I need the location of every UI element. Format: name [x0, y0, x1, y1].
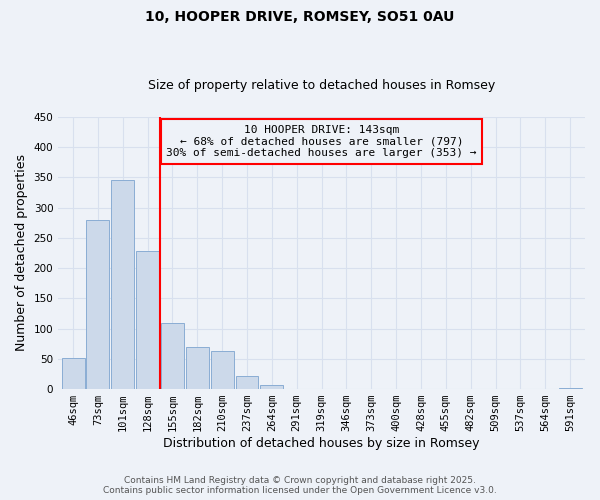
Bar [112, 180, 134, 389]
Title: Size of property relative to detached houses in Romsey: Size of property relative to detached ho… [148, 79, 495, 92]
Bar [136, 251, 159, 389]
Bar [211, 351, 233, 389]
Bar [559, 388, 581, 389]
Text: 10 HOOPER DRIVE: 143sqm
← 68% of detached houses are smaller (797)
30% of semi-d: 10 HOOPER DRIVE: 143sqm ← 68% of detache… [166, 125, 477, 158]
Bar [260, 386, 283, 389]
Text: 10, HOOPER DRIVE, ROMSEY, SO51 0AU: 10, HOOPER DRIVE, ROMSEY, SO51 0AU [145, 10, 455, 24]
Bar [161, 322, 184, 389]
Text: Contains HM Land Registry data © Crown copyright and database right 2025.
Contai: Contains HM Land Registry data © Crown c… [103, 476, 497, 495]
Y-axis label: Number of detached properties: Number of detached properties [15, 154, 28, 352]
Bar [86, 220, 109, 389]
Bar [186, 346, 209, 389]
X-axis label: Distribution of detached houses by size in Romsey: Distribution of detached houses by size … [163, 437, 480, 450]
Bar [236, 376, 259, 389]
Bar [62, 358, 85, 389]
